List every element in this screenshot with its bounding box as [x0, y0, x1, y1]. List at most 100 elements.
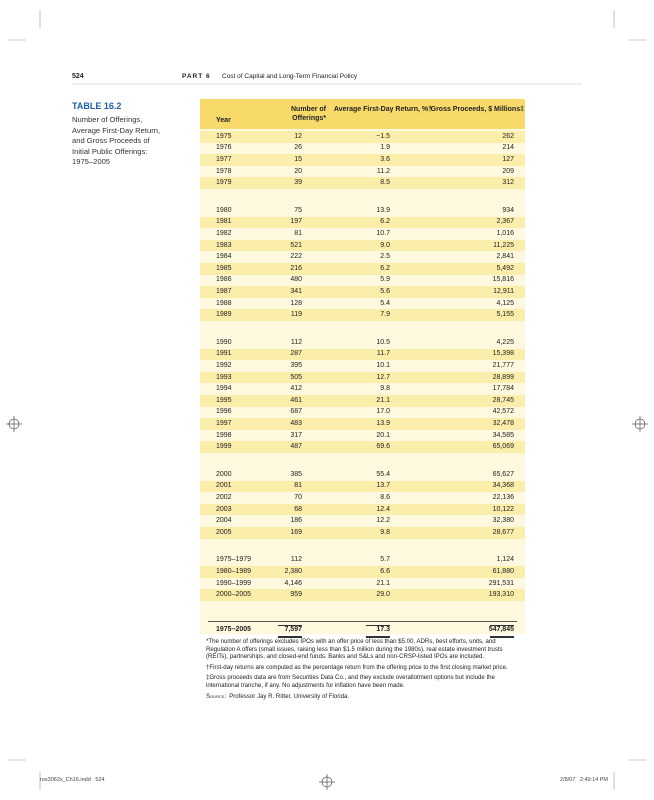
table-cell: 1977 [216, 156, 232, 163]
table-cell: 28,745 [492, 396, 514, 404]
row-stripe [200, 441, 525, 453]
table-cell: 28,899 [492, 373, 514, 381]
table-cell: 21.1 [376, 579, 390, 587]
row-stripe [200, 216, 525, 229]
table-cell: 22,136 [492, 494, 514, 501]
table-cell: 5.4 [380, 299, 390, 307]
table-cell: 10,122 [492, 505, 514, 513]
table-cell: 214 [502, 144, 514, 152]
table-cell: 1998 [216, 431, 232, 439]
row-stripe [200, 263, 525, 275]
table-cell: 1978 [216, 167, 232, 175]
table-cell: 1992 [216, 362, 232, 369]
page-number: 524 [72, 73, 84, 80]
table-cell: 6.2 [380, 218, 390, 226]
table-cell: 1981 [216, 218, 232, 226]
row-stripe [200, 395, 525, 407]
table-cell: 10.1 [376, 362, 390, 369]
table-cell: 11.2 [376, 167, 390, 175]
table-cell: 1984 [216, 253, 232, 261]
table-cell: 1,016 [496, 230, 514, 237]
table-cell: 2002 [216, 494, 232, 501]
table-cell: 480 [290, 276, 302, 284]
row-stripe [200, 480, 525, 493]
table-cell: 65,627 [492, 470, 514, 478]
table-cell: 197 [290, 218, 302, 226]
row-stripe [200, 348, 525, 361]
table-cell: 1997 [216, 420, 232, 427]
table-cell: 2001 [216, 482, 232, 490]
rule [208, 621, 517, 622]
rule [490, 637, 514, 639]
table-cell: 1975 [216, 132, 232, 140]
table-cell: 12,911 [493, 288, 514, 295]
table-cell: 461 [290, 396, 302, 404]
table-cell: 521 [290, 241, 302, 249]
table-cell: 169 [290, 528, 302, 536]
table-cell: 70 [294, 494, 302, 501]
table-cell: 81 [294, 482, 302, 490]
table-cell: 12 [294, 132, 302, 140]
table-cell: 934 [502, 206, 514, 214]
table-cell: 1996 [216, 408, 232, 416]
table-cell: 262 [502, 132, 514, 140]
table-cell: 412 [290, 385, 302, 393]
table-cell: 11,225 [493, 241, 514, 249]
table-cell: 29.0 [376, 591, 390, 599]
row-stripe [200, 566, 525, 578]
table-cell: 32,478 [492, 420, 514, 427]
row-stripe [200, 154, 525, 166]
row-stripe [200, 309, 525, 321]
table-cell: 1975–1979 [216, 556, 252, 564]
footnote: †First-day returns are computed as the p… [206, 663, 508, 671]
table-cell: 1.9 [380, 144, 390, 152]
table-cell: 1979 [216, 179, 232, 187]
table-cell: 112 [290, 338, 302, 346]
table-cell: 68 [294, 505, 302, 513]
table-cell: 127 [502, 156, 514, 163]
table-cell: 13.9 [376, 420, 390, 427]
table-cell: 10.5 [376, 338, 390, 346]
table-cell: 39 [294, 179, 302, 187]
table-cell: 65,069 [492, 443, 514, 451]
table-cell: 1982 [216, 230, 232, 237]
table-cell: 483 [290, 420, 302, 427]
table-cell: 9.8 [380, 385, 390, 393]
table-cell: 13.9 [376, 206, 390, 214]
table-cell: 15,398 [492, 350, 514, 358]
table-cell: 32,380 [492, 517, 514, 525]
column-header: Gross Proceeds, $ Millions‡ [430, 106, 524, 113]
row-stripe [200, 503, 525, 516]
table-cell: 2003 [216, 505, 232, 513]
rule [278, 624, 302, 626]
footnote: ‡Gross proceeds data are from Securities… [206, 674, 495, 689]
row-stripe [200, 286, 525, 298]
column-header: Average First-Day Return, %† [333, 106, 432, 113]
table-cell: 2,380 [284, 568, 302, 575]
total-cell: 1975–2005 [216, 626, 252, 633]
source-note: Source: Professor Jay R. Ritter, Universi… [206, 693, 522, 701]
table-cell: 42,572 [492, 408, 514, 416]
table-cell: 55.4 [376, 470, 390, 478]
table-cell: 385 [290, 470, 302, 478]
table-cell: 291,531 [488, 579, 514, 587]
rule [366, 624, 390, 626]
table-cell: 12.4 [376, 505, 390, 513]
table-cell: 10.7 [376, 230, 390, 237]
table-cell: 5.9 [380, 276, 390, 284]
table: Year Number of Offerings* Average First-Da… [200, 0, 525, 800]
table-cell: 1990–1999 [216, 579, 252, 587]
table-cell: 1980–1989 [216, 568, 252, 575]
table-cell: 2005 [216, 528, 232, 536]
table-cell: 1983 [216, 241, 232, 249]
table-cell: 2004 [216, 517, 232, 525]
table-cell: 128 [290, 299, 302, 307]
column-header: Number of Offerings* [291, 106, 326, 122]
table-cell: 6.6 [380, 568, 390, 575]
table-cell: 15 [294, 156, 302, 163]
table-cell: 959 [290, 591, 302, 599]
table-cell: 222 [290, 253, 302, 261]
table-cell: 1994 [216, 385, 232, 393]
source-text: Professor Jay R. Ritter, University of F… [229, 692, 350, 700]
